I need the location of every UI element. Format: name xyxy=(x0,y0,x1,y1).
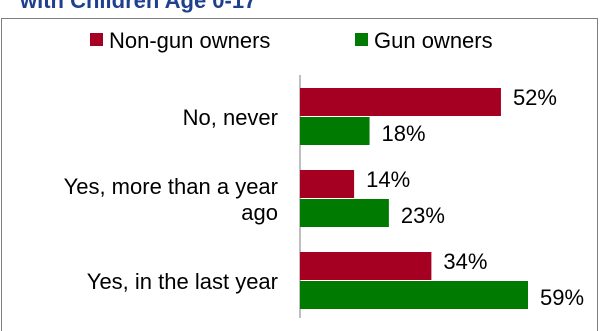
category-label: Yes, more than a year ago xyxy=(63,174,278,225)
value-label: 52% xyxy=(513,85,557,110)
value-label: 34% xyxy=(443,249,487,274)
bar xyxy=(300,88,501,116)
value-label: 18% xyxy=(382,121,426,146)
value-label: 14% xyxy=(366,167,410,192)
bar xyxy=(300,252,432,280)
legend-label: Gun owners xyxy=(374,28,493,53)
bar xyxy=(300,170,355,198)
chart-title: with Children Age 0-17 xyxy=(19,0,256,13)
value-label: 23% xyxy=(401,203,445,228)
legend-swatch xyxy=(355,33,368,46)
bar xyxy=(300,117,370,145)
legend-swatch xyxy=(90,33,103,46)
bar xyxy=(300,281,528,309)
frame xyxy=(1,18,598,331)
legend-label: Non-gun owners xyxy=(109,28,270,53)
category-label: No, never xyxy=(182,105,278,130)
value-label: 59% xyxy=(540,285,584,310)
category-label: Yes, in the last year xyxy=(86,269,278,294)
bar xyxy=(300,199,389,227)
